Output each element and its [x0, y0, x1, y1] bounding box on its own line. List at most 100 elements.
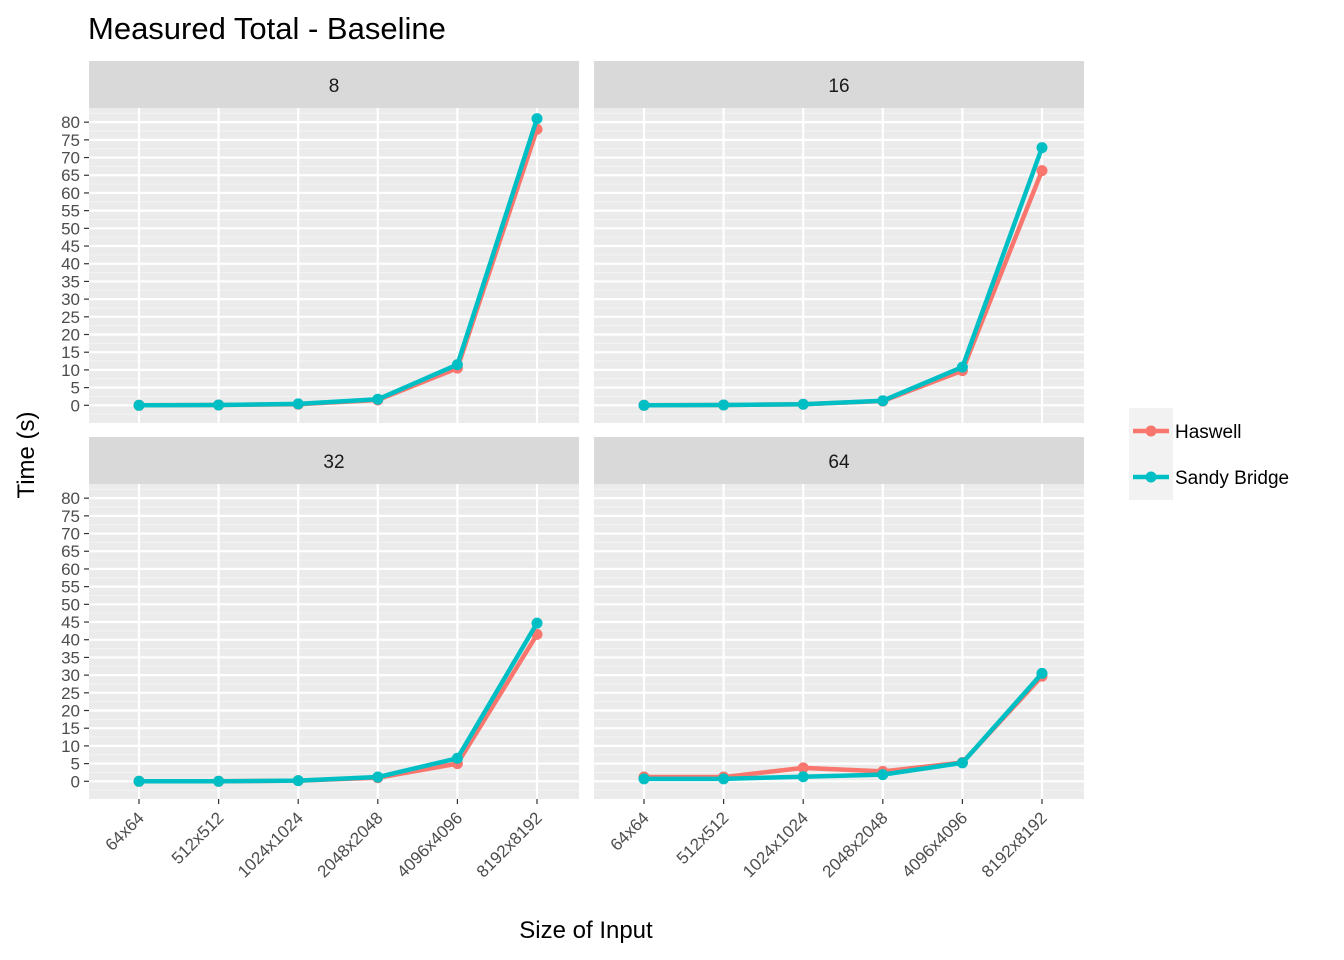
facet-panel-16: 16	[594, 61, 1084, 423]
facet-strip-label: 8	[329, 76, 340, 97]
x-tick-label: 512x512	[673, 808, 733, 868]
y-tick-label: 50	[61, 219, 80, 238]
y-tick-label: 35	[61, 272, 80, 291]
legend-label: Sandy Bridge	[1175, 468, 1289, 489]
facet-panel-64: 64 64x64 512x512 1024x1024 2048x2048 4096x409…	[594, 437, 1084, 881]
data-point-sandy-bridge	[638, 773, 650, 785]
series-line-sandy-bridge	[643, 146, 1045, 408]
y-tick-label: 20	[61, 702, 80, 721]
data-point-sandy-bridge	[877, 395, 889, 407]
x-tick-label: 1024x1024	[234, 808, 307, 881]
legend: Haswell Sandy Bridge	[1129, 408, 1289, 500]
y-tick-label: 25	[61, 308, 80, 327]
y-tick-label: 30	[61, 290, 80, 309]
data-point-sandy-bridge	[956, 757, 968, 769]
series-line-sandy-bridge	[138, 117, 540, 408]
x-tick-label: 64x64	[102, 808, 148, 854]
y-tick-label: 70	[61, 149, 80, 168]
data-point-sandy-bridge	[718, 773, 730, 785]
y-tick-label: 10	[61, 361, 80, 380]
facet-strip	[89, 437, 579, 484]
data-point-sandy-bridge	[718, 399, 730, 411]
panel-background	[594, 484, 1084, 799]
y-axis-title: Time (s)	[13, 411, 40, 498]
data-point-sandy-bridge	[531, 113, 543, 125]
data-point-haswell	[1036, 165, 1048, 177]
data-point-sandy-bridge	[797, 771, 809, 783]
facet-panels: 8051015202530354045505560657075801632051…	[61, 61, 1084, 881]
y-tick-label: 35	[61, 648, 80, 667]
y-tick-label: 75	[61, 507, 80, 526]
data-point-sandy-bridge	[213, 399, 225, 411]
y-tick-label: 20	[61, 326, 80, 345]
facet-strip	[594, 437, 1084, 484]
x-tick-label: 4096x4096	[898, 808, 971, 881]
y-tick-label: 70	[61, 525, 80, 544]
panel-background	[594, 108, 1084, 423]
data-point-sandy-bridge	[956, 361, 968, 373]
data-point-sandy-bridge	[451, 752, 463, 764]
facet-strip-label: 64	[828, 452, 850, 473]
y-tick-label: 40	[61, 255, 80, 274]
data-point-haswell	[797, 762, 809, 774]
x-tick-label: 8192x8192	[473, 808, 546, 881]
legend-point	[1145, 425, 1157, 437]
x-tick-label: 512x512	[168, 808, 228, 868]
data-point-sandy-bridge	[133, 775, 145, 787]
y-tick-label: 45	[61, 613, 80, 632]
data-point-sandy-bridge	[372, 771, 384, 783]
y-tick-label: 50	[61, 595, 80, 614]
y-tick-label: 65	[61, 542, 80, 561]
y-tick-label: 15	[61, 719, 80, 738]
facet-strip-label: 16	[828, 76, 849, 97]
x-tick-label: 2048x2048	[314, 808, 387, 881]
y-tick-label: 55	[61, 578, 80, 597]
series-line-sandy-bridge	[644, 671, 1044, 782]
y-tick-label: 25	[61, 684, 80, 703]
y-tick-label: 60	[61, 184, 80, 203]
data-point-sandy-bridge	[292, 775, 304, 787]
data-point-sandy-bridge	[451, 359, 463, 371]
legend-label: Haswell	[1175, 422, 1242, 443]
legend-point	[1145, 471, 1157, 483]
y-tick-label: 30	[61, 666, 80, 685]
data-point-sandy-bridge	[531, 617, 543, 629]
x-tick-label: 64x64	[607, 808, 653, 854]
facet-strip	[89, 61, 579, 108]
x-tick-label: 1024x1024	[739, 808, 812, 881]
panel-background	[89, 484, 579, 799]
data-point-sandy-bridge	[213, 775, 225, 787]
data-point-sandy-bridge	[797, 398, 809, 410]
chart-title: Measured Total - Baseline	[88, 11, 446, 46]
data-point-sandy-bridge	[1036, 142, 1048, 154]
facet-strip-label: 32	[323, 452, 344, 473]
facet-strip	[594, 61, 1084, 108]
y-tick-label: 60	[61, 560, 80, 579]
legend-item-haswell: Haswell	[1129, 408, 1242, 454]
y-tick-label: 5	[71, 755, 80, 774]
y-tick-label: 5	[71, 379, 80, 398]
y-tick-label: 75	[61, 131, 80, 150]
data-point-sandy-bridge	[133, 399, 145, 411]
series-line-sandy-bridge	[139, 621, 539, 784]
panel-background	[89, 108, 579, 423]
x-tick-label: 2048x2048	[819, 808, 892, 881]
y-tick-label: 0	[71, 772, 80, 791]
data-point-sandy-bridge	[292, 398, 304, 410]
y-tick-label: 0	[71, 396, 80, 415]
data-point-sandy-bridge	[877, 769, 889, 781]
x-tick-label: 8192x8192	[978, 808, 1051, 881]
y-tick-label: 80	[61, 489, 80, 508]
data-point-sandy-bridge	[372, 393, 384, 405]
y-tick-label: 55	[61, 202, 80, 221]
y-tick-label: 45	[61, 237, 80, 256]
x-tick-label: 4096x4096	[393, 808, 466, 881]
data-point-sandy-bridge	[1036, 667, 1048, 679]
data-point-sandy-bridge	[638, 399, 650, 411]
y-tick-label: 65	[61, 166, 80, 185]
y-tick-label: 40	[61, 631, 80, 650]
y-tick-label: 10	[61, 737, 80, 756]
